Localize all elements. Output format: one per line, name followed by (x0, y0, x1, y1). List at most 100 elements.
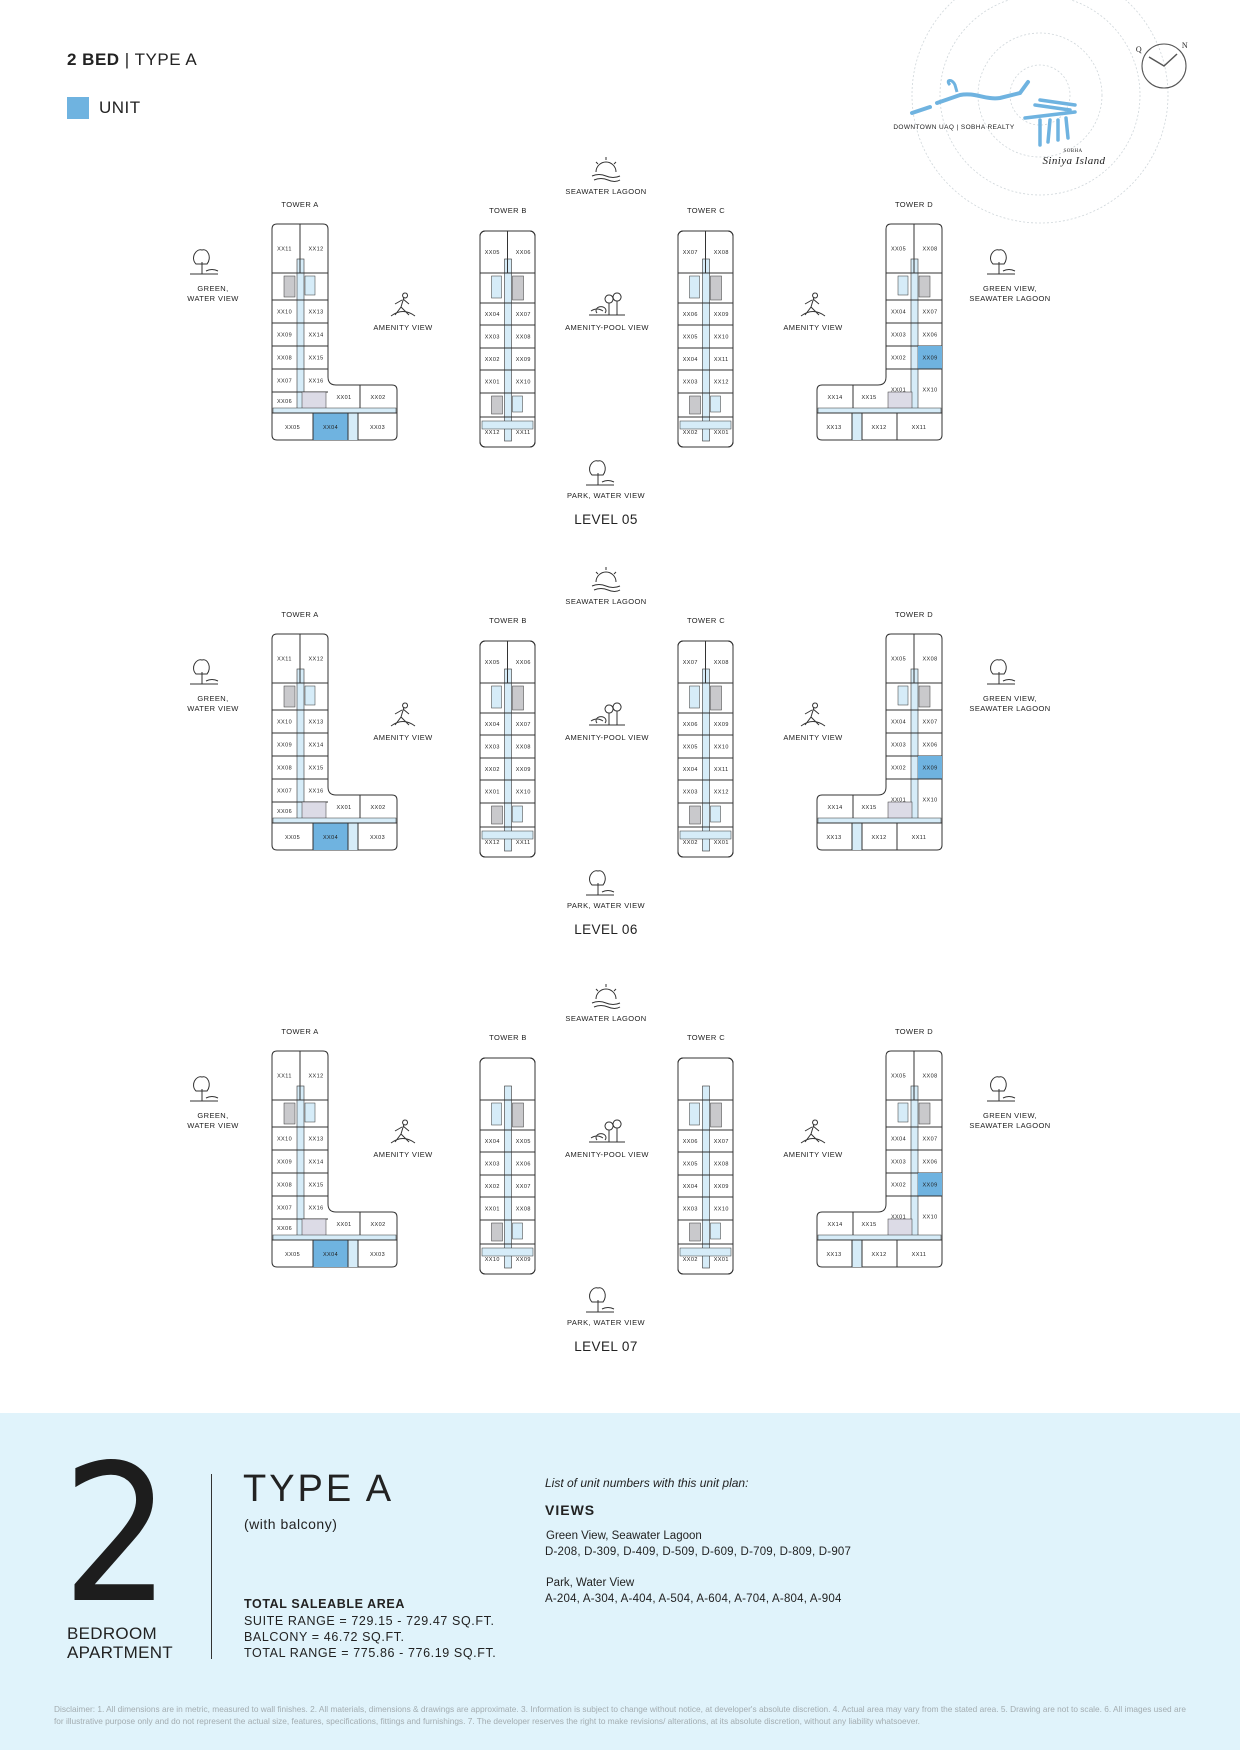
divider (211, 1474, 212, 1659)
tower-name: TOWER B (489, 206, 527, 215)
unit-label: XX05 (891, 247, 906, 253)
level-label: LEVEL 07 (574, 1339, 638, 1354)
stair-core (689, 1222, 701, 1242)
unit-label: XX07 (922, 1137, 937, 1143)
unit-label: XX11 (714, 767, 729, 773)
view-label-right: SEAWATER LAGOON (969, 704, 1050, 713)
logo-location-text: DOWNTOWN UAQ | SOBHA REALTY (893, 124, 1015, 131)
unit-label: XX01 (714, 430, 729, 436)
tower-outline (677, 230, 734, 448)
unit-label: XX02 (891, 1183, 906, 1189)
view-label-amenity: AMENITY VIEW (783, 323, 843, 332)
unit-label: XX04 (683, 1184, 698, 1190)
unit-label: XX12 (308, 247, 323, 253)
corridor (504, 258, 512, 442)
unit-label: XX08 (277, 766, 292, 772)
unit-label: XX06 (683, 312, 698, 318)
tower-name: TOWER C (687, 616, 725, 625)
unit-label: XX01 (891, 1215, 906, 1221)
unit-label: XX05 (891, 657, 906, 663)
unit-label: XX04 (683, 767, 698, 773)
view-label-pool: AMENITY-POOL VIEW (565, 733, 649, 742)
unit-label: XX02 (485, 767, 500, 773)
tower-outline (816, 633, 943, 851)
icon-path (190, 1076, 219, 1102)
corridor (296, 668, 305, 821)
logo-ring (911, 0, 1169, 224)
tree-icon (190, 249, 219, 275)
unit-label: XX09 (516, 767, 531, 773)
person-walking-icon (390, 702, 416, 727)
unit-label: XX12 (871, 425, 886, 431)
stair-core (512, 275, 524, 301)
icon-path (987, 1076, 1016, 1102)
suite-range: SUITE RANGE = 729.15 - 729.47 SQ.FT. (244, 1614, 495, 1628)
compass-needle-icon (1148, 53, 1178, 67)
area-title: TOTAL SALEABLE AREA (244, 1597, 405, 1611)
view-label-pool: AMENITY-POOL VIEW (565, 323, 649, 332)
stair-core (491, 395, 503, 415)
lift-lobby (710, 395, 721, 413)
unit-label: XX13 (826, 1252, 841, 1258)
unit-label: XX05 (485, 250, 500, 256)
unit-label: XX02 (891, 356, 906, 362)
unit-label: XX15 (308, 356, 323, 362)
tower-name: TOWER C (687, 206, 725, 215)
type-subtitle: (with balcony) (244, 1516, 338, 1532)
unit-label: XX14 (308, 333, 323, 339)
lift-lobby (710, 805, 721, 823)
unit-label: XX03 (683, 380, 698, 386)
tower-name: TOWER A (281, 610, 318, 619)
corridor (852, 1240, 862, 1267)
logo-ring (939, 0, 1141, 196)
lift-lobby (304, 275, 316, 296)
lift-lobby (897, 1102, 909, 1123)
unit-label: XX01 (336, 1222, 351, 1228)
unit-label: XX04 (323, 1252, 338, 1258)
unit-label: XX15 (861, 1222, 876, 1228)
view-label-amenity: AMENITY VIEW (373, 323, 433, 332)
corridor (296, 1085, 305, 1238)
unit-label: XX02 (683, 1257, 698, 1263)
stair-core (301, 391, 327, 411)
unit-label: XX02 (370, 1222, 385, 1228)
unit-label: XX05 (683, 1162, 698, 1168)
unit-label: XX06 (516, 660, 531, 666)
icon-path (589, 702, 625, 726)
unit-label: XX07 (714, 1139, 729, 1145)
icon-path (190, 659, 219, 685)
unit-label: XX05 (683, 335, 698, 341)
view-label-left: GREEN, (197, 1111, 228, 1120)
unit-label: XX02 (683, 430, 698, 436)
view-label-pool: AMENITY-POOL VIEW (565, 1150, 649, 1159)
bedroom-label-line: APARTMENT (67, 1643, 173, 1662)
pool-trees-icon (589, 1119, 625, 1143)
tower-name: TOWER D (895, 200, 933, 209)
view-label-left: GREEN, (197, 284, 228, 293)
person-walking-icon (800, 292, 826, 317)
stair-core (918, 1102, 931, 1125)
unit-label: XX12 (871, 1252, 886, 1258)
lift-lobby (689, 685, 700, 709)
stair-core (710, 1102, 722, 1128)
icon-path (586, 870, 615, 896)
tower-outline (816, 1050, 943, 1268)
unit-label: XX11 (912, 1252, 927, 1258)
icon-path (589, 1119, 625, 1143)
view-label-amenity: AMENITY VIEW (373, 1150, 433, 1159)
corridor (702, 668, 710, 852)
unit-label: XX01 (891, 388, 906, 394)
corridor (272, 407, 397, 414)
icon-path (987, 249, 1016, 275)
tree-icon (987, 249, 1016, 275)
icon-path (589, 292, 625, 316)
corridor (702, 1085, 710, 1269)
unit-label: XX10 (277, 1137, 292, 1143)
unit-label: XX09 (922, 1183, 937, 1189)
stair-core (512, 1102, 524, 1128)
unit-label: XX03 (370, 1252, 385, 1258)
unit-label: XX02 (370, 805, 385, 811)
tower-name: TOWER C (687, 1033, 725, 1042)
